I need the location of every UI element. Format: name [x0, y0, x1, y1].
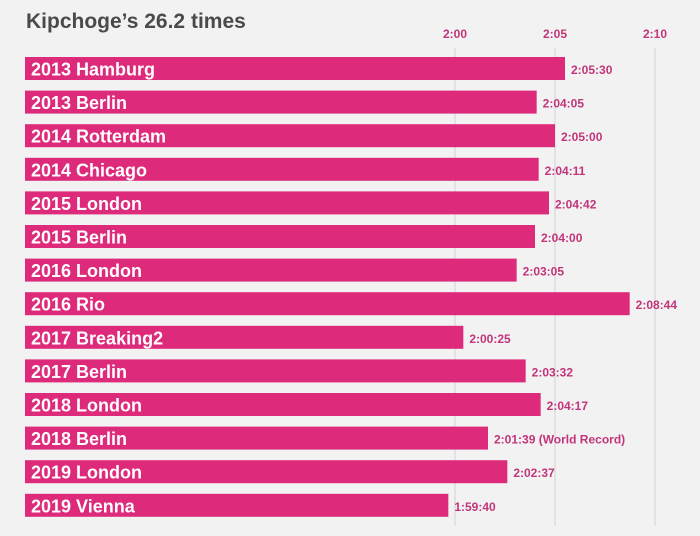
bar-value-label: 2:08:44 [636, 298, 678, 312]
bar-value-label: 2:03:32 [532, 365, 574, 379]
bar-value-label: 2:04:42 [555, 197, 597, 211]
bar-category-label: 2014 Rotterdam [31, 127, 166, 147]
bar-category-label: 2015 Berlin [31, 228, 127, 248]
bar-value-label: 2:05:00 [561, 130, 603, 144]
bar [25, 225, 535, 248]
bar [25, 325, 464, 349]
bar-category-label: 2015 London [31, 194, 142, 214]
bar [25, 157, 539, 181]
bar [25, 90, 537, 114]
bar-value-label: 2:05:30 [571, 63, 613, 77]
bar [25, 359, 526, 383]
bar-value-label: 2:01:39 (World Record) [494, 433, 625, 447]
bar-value-label: 2:04:05 [543, 97, 585, 111]
bar [25, 393, 541, 416]
bar-category-label: 2014 Chicago [31, 160, 147, 180]
bar-category-label: 2017 Breaking2 [31, 328, 163, 348]
bar-category-label: 2016 London [31, 261, 142, 281]
bar-category-label: 2019 London [31, 463, 142, 483]
bar [25, 460, 508, 484]
bar [25, 124, 555, 148]
bar [25, 191, 549, 215]
bar-value-label: 2:03:05 [523, 265, 565, 279]
x-tick-label: 2:05 [543, 27, 567, 41]
bar-value-label: 2:02:37 [513, 466, 555, 480]
bar-category-label: 2018 London [31, 396, 142, 416]
bar-category-label: 2018 Berlin [31, 429, 127, 449]
bar [25, 258, 517, 282]
bar-value-label: 2:04:11 [545, 164, 586, 178]
bar [25, 493, 449, 517]
bar [25, 426, 488, 450]
bar-value-label: 1:59:40 [454, 500, 496, 514]
bar-value-label: 2:04:00 [541, 231, 583, 245]
bar [25, 292, 630, 316]
x-tick-label: 2:00 [443, 27, 467, 41]
bar-value-label: 2:04:17 [547, 399, 589, 413]
bar-category-label: 2016 Rio [31, 295, 105, 315]
bar-category-label: 2013 Hamburg [31, 60, 155, 80]
chart-title: Kipchoge’s 26.2 times [26, 10, 246, 33]
bar-category-label: 2017 Berlin [31, 362, 127, 382]
bar [25, 57, 565, 80]
bar-category-label: 2019 Vienna [31, 496, 136, 516]
bar-category-label: 2013 Berlin [31, 93, 127, 113]
bar-value-label: 2:00:25 [469, 332, 511, 346]
x-tick-label: 2:10 [643, 27, 667, 41]
